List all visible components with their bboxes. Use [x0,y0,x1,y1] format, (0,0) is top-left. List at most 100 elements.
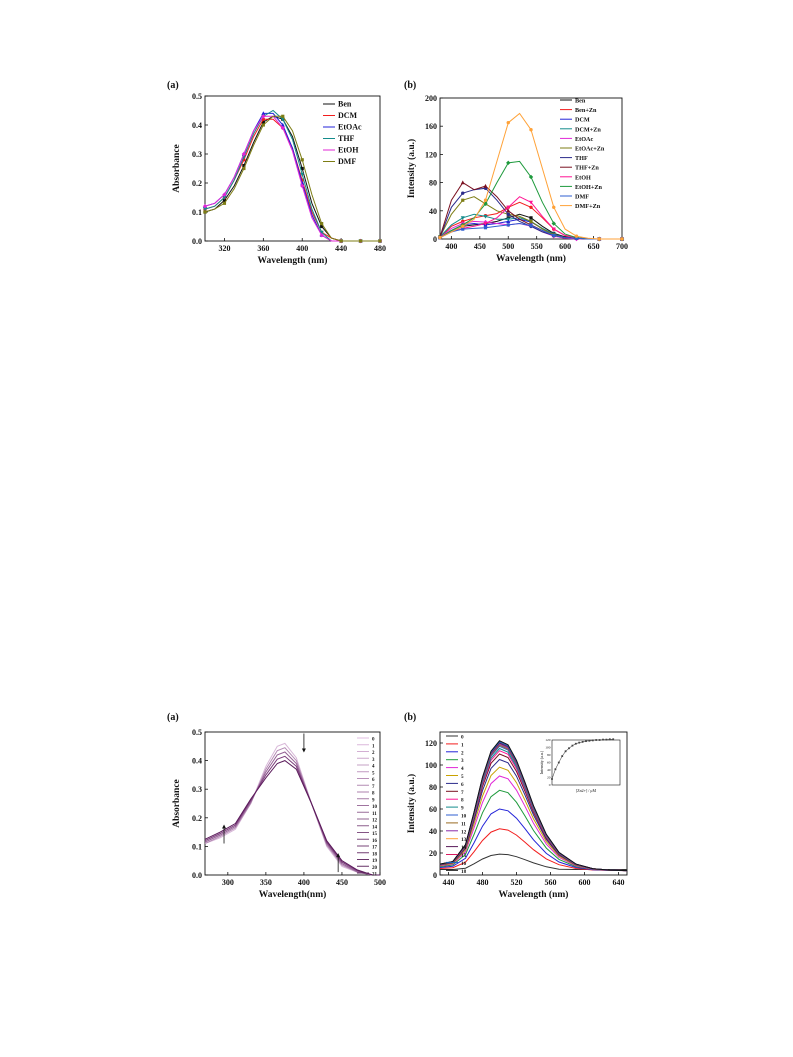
top_a-ytick-label-4: 0.4 [192,121,202,130]
top_a-series-5-point-14 [339,239,343,243]
top_b-legend-label-9: EtOH+Zn [575,184,602,191]
bottom_b-legend-label-15: 15 [461,853,467,859]
bottom_a-legend-label-17: 18 [372,852,378,857]
top_a-legend-label-5: DMF [338,157,356,166]
top_a-series-line-2 [204,112,380,242]
top_b-series-9-point-10 [551,221,556,226]
top_b-xtick-label-2: 500 [502,242,514,251]
top_b-series-10-point-12 [574,236,579,240]
top_b-series-10-point-4 [483,226,488,230]
top_b-series-7-point-4 [483,183,488,188]
top_a-series-5-point-18 [378,239,382,243]
top_b-legend-label-10: DMF [575,194,589,201]
bottom_a-legend-label-19: 20 [372,866,378,871]
bottom_a-arrow-head-0 [222,824,227,829]
bottom_b-legend-label-14: 14 [461,845,467,851]
bottom_b-xtick-label-0: 440 [443,878,455,887]
top_a-series-5-point-10 [300,158,304,162]
top_b-xtick-label-4: 600 [559,242,571,251]
bottom_a-series-line-3 [204,755,380,876]
top_b-series-3-point-4 [483,214,488,219]
bottom_a-series-line-4 [204,760,380,876]
bottom_b-inset-point-7 [574,742,577,745]
bottom_b-inset-point-9 [581,740,584,743]
top_b-series-1-point-8 [529,205,533,209]
bottom_a-xtick-label-0: 300 [222,878,234,887]
top_b-series-3-point-6 [506,217,511,222]
top_b-series-11-point-2 [461,224,465,229]
top_b-legend-label-8: EtOH [575,174,591,181]
bottom_b-ylabel: Intensity (a.u.) [406,774,417,833]
bottom_a-ytick-label-0: 0.0 [192,871,202,880]
bottom_b-inset-point-10 [585,740,587,743]
top_b-series-11-point-14 [597,237,601,241]
bottom_b-ytick-label-0: 0 [433,871,437,880]
top_b-series-11-point-0 [438,235,442,240]
bottom_b-inset-point-2 [557,761,560,764]
top_b-legend-label-5: EtOAc+Zn [575,146,605,153]
bottom_b-inset-point-1 [554,768,557,771]
bottom_b-inset-frame [551,739,621,786]
top_b-series-5-point-8 [529,219,533,223]
top_b-legend-label-2: DCM [575,117,590,124]
bottom_a-ytick-label-5: 0.5 [192,728,202,737]
top_a-series-0-point-6 [261,120,265,124]
top_a-xtick-label-0: 320 [218,244,230,253]
top_a-series-0-point-10 [300,166,304,171]
bottom_b-legend-label-13: 13 [461,837,467,843]
chart-bottom-a: (a) 0.0 0.1 0.2 0.3 0.4 0.5 300 350 400 450 500 Wave… [165,710,390,900]
bottom_b-inset-ytick-label-5: 100 [545,746,551,750]
top_a-series-4-point-6 [261,114,266,119]
bottom_b-xtick-label-2: 520 [511,878,523,887]
top_a-series-5-point-2 [222,201,227,205]
bottom_b-inset-ylabel: Intensity (a.u.) [539,750,544,774]
top_a-xtick-label-3: 440 [335,244,347,253]
bottom_a-xtick-label-2: 400 [298,878,310,887]
top_a-series-3-point-0 [203,207,207,212]
top_a-series-4-point-8 [280,125,285,131]
bottom_a-legend-label-14: 15 [372,832,378,837]
bottom_a-panel-label: (a) [167,712,179,723]
top_a-ytick-label-2: 0.2 [192,179,202,188]
top_a-xtick-label-2: 400 [296,244,308,253]
bottom_a-legend-label-18: 19 [372,859,378,864]
top_b-xlabel: Wavelength (nm) [496,253,566,264]
top_a-xtick-label-4: 480 [374,244,386,253]
bottom_a-xtick-label-3: 450 [336,878,348,887]
bottom_b-legend-label-11: 11 [461,821,466,827]
bottom_a-legend-label-7: 7 [372,785,375,790]
top_a-series-5-point-16 [358,239,363,243]
bottom_b-xtick-label-5: 640 [613,878,625,887]
top_a-xtick-label-1: 360 [257,244,269,253]
top_a-series-5-point-6 [261,123,265,127]
bottom_b-inset-ytick-label-1: 20 [547,776,551,780]
bottom_b-series-line-0 [440,853,627,870]
bottom_a-legend-label-8: 8 [372,792,375,797]
top_b-ytick-label-4: 160 [425,122,437,131]
top_b-series-10-point-10 [552,233,556,238]
top_a-series-3-point-12 [319,230,324,235]
top_b-series-6-point-2 [461,191,465,195]
bottom_a-legend-label-20: 21 [372,873,378,878]
top_a-series-0-point-2 [222,198,227,202]
top_b-ytick-label-3: 120 [425,150,437,159]
bottom_b-inset-point-14 [598,739,601,741]
top_b-series-line-6 [439,187,622,240]
top_a-series-5-point-8 [281,114,285,118]
bottom_b-legend-label-4: 4 [461,766,464,772]
top_b-series-11-point-12 [574,234,579,238]
bottom_b-legend-label-0: 0 [461,735,464,741]
bottom_a-xtick-label-1: 350 [260,878,272,887]
bottom_b-inset-point-17 [608,738,611,741]
top_b-series-11-point-16 [620,237,624,241]
bottom_a-legend-label-9: 9 [372,798,375,803]
bottom_b-inset-ytick-label-2: 40 [547,768,551,772]
top_a-legend-label-4: EtOH [338,146,359,155]
bottom_a-series-line-1 [204,747,380,876]
top_a-series-0-point-12 [320,224,324,229]
top_a-panel-label: (a) [167,80,179,91]
bottom_b-legend-label-2: 2 [461,750,464,756]
chart-top-a: (a) 0.0 0.1 0.2 0.3 0.4 0.5 320 360 400 440 480 Wave… [165,78,390,278]
top_b-series-5-point-2 [461,198,465,202]
